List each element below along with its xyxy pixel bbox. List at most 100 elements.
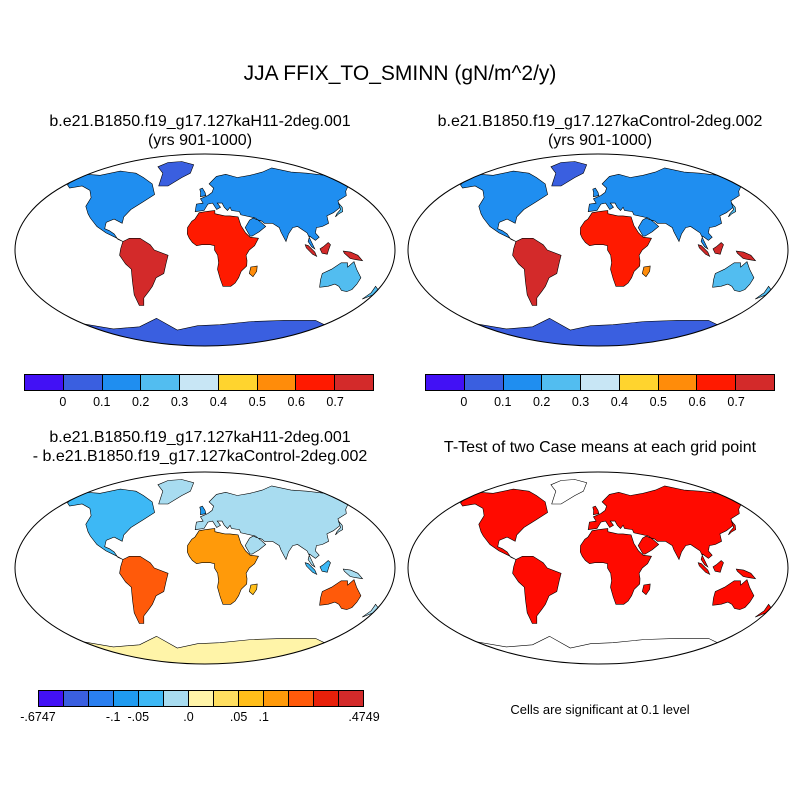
landmass-south-america xyxy=(119,556,169,624)
landmass-uk xyxy=(199,187,207,198)
landmass-borneo xyxy=(712,242,724,255)
colorbar-tick-label: 0.7 xyxy=(326,395,344,409)
landmass-japan xyxy=(335,202,344,218)
landmass-australia xyxy=(712,261,755,292)
landmass-north-america xyxy=(460,488,548,560)
landmass-borneo xyxy=(319,560,331,573)
colorbar-tick-label: 0.4 xyxy=(209,395,228,409)
colorbar-swatch xyxy=(141,375,181,390)
landmass-greenland xyxy=(550,161,588,187)
landmass-greenland xyxy=(157,479,195,505)
colorbar-swatch xyxy=(214,691,239,706)
colorbar-swatch xyxy=(314,691,339,706)
map-border xyxy=(14,153,396,347)
colorbar-tick-label: 0.5 xyxy=(248,395,267,409)
colorbar-swatch xyxy=(257,375,297,390)
panel-title-top-left: b.e21.B1850.f19_g17.127kaH11-2deg.001 (y… xyxy=(0,112,400,150)
colorbar-tick-label: 0.2 xyxy=(532,395,551,409)
landmass-south-america xyxy=(119,238,169,306)
landmass-north-america xyxy=(460,170,548,242)
landmass-sumatra xyxy=(304,244,318,258)
landmass-greenland xyxy=(157,161,195,187)
panel-title-top-right: b.e21.B1850.f19_g17.127kaControl-2deg.00… xyxy=(400,112,800,150)
map-control-case xyxy=(407,153,789,347)
colorbar-swatch xyxy=(218,375,258,390)
landmass-australia xyxy=(319,261,362,292)
panel-title-bottom-left: b.e21.B1850.f19_g17.127kaH11-2deg.001 - … xyxy=(0,428,400,466)
landmass-uk xyxy=(199,505,207,516)
colorbar-top-left xyxy=(24,374,374,391)
landmass-new-guinea xyxy=(342,250,364,262)
colorbar-swatch xyxy=(114,691,139,706)
map-border xyxy=(407,471,789,665)
landmass-borneo xyxy=(319,242,331,255)
landmass-madagascar xyxy=(248,265,258,278)
colorbar-tick-label: 0.6 xyxy=(688,395,706,409)
map-difference xyxy=(14,471,396,665)
case-name: b.e21.B1850.f19_g17.127kaH11-2deg.001 xyxy=(49,429,351,446)
case-difference-name: - b.e21.B1850.f19_g17.127kaControl-2deg.… xyxy=(32,448,368,465)
map-h11-case xyxy=(14,153,396,347)
case-name: b.e21.B1850.f19_g17.127kaControl-2deg.00… xyxy=(437,113,763,130)
landmass-north-america xyxy=(67,170,155,242)
landmass-new-guinea xyxy=(342,568,364,580)
landmass-eurasia xyxy=(194,167,349,250)
colorbar-swatch xyxy=(503,375,543,390)
colorbar-swatch xyxy=(619,375,659,390)
landmass-eurasia xyxy=(194,485,349,568)
colorbar-swatch xyxy=(239,691,264,706)
colorbar-difference xyxy=(38,690,364,707)
significance-note: Cells are significant at 0.1 level xyxy=(510,702,690,717)
landmass-australia xyxy=(319,579,362,610)
ttest-title: T-Test of two Case means at each grid po… xyxy=(443,439,757,456)
colorbar-swatch xyxy=(296,375,336,390)
landmass-new-guinea xyxy=(735,250,757,262)
landmass-madagascar xyxy=(248,583,258,596)
colorbar-swatch xyxy=(264,691,289,706)
colorbar-tick-label: 0.4 xyxy=(610,395,629,409)
landmass-africa xyxy=(186,210,259,287)
colorbar-swatch xyxy=(25,375,64,390)
colorbar-tick-label: .4749 xyxy=(348,710,380,724)
landmass-sumatra xyxy=(304,562,318,576)
colorbar-tick-label: .0 xyxy=(183,710,194,724)
landmass-sumatra xyxy=(697,562,711,576)
landmass-japan xyxy=(728,520,737,536)
colorbar-tick-label: .05 xyxy=(229,710,248,724)
landmass-madagascar xyxy=(641,583,651,596)
colorbar-swatch xyxy=(180,375,219,390)
period-label: (yrs 901-1000) xyxy=(147,132,253,149)
colorbar-tick-label: 0.2 xyxy=(131,395,150,409)
colorbar-top-right xyxy=(425,374,775,391)
colorbar-swatch xyxy=(139,691,164,706)
landmass-africa xyxy=(186,528,259,605)
colorbar-tick-label: 0 xyxy=(59,395,67,409)
landmass-uk xyxy=(592,187,600,198)
landmass-africa xyxy=(579,210,652,287)
colorbar-swatch xyxy=(63,375,103,390)
colorbar-swatch xyxy=(736,375,775,390)
main-title: JJA FFIX_TO_SMINN (gN/m^2/y) xyxy=(243,62,557,85)
colorbar-tick-label: -.05 xyxy=(127,710,150,724)
colorbar-swatch xyxy=(102,375,142,390)
colorbar-swatch xyxy=(339,691,363,706)
period-label: (yrs 901-1000) xyxy=(547,132,653,149)
landmass-africa xyxy=(579,528,652,605)
colorbar-tick-label: -.1 xyxy=(105,710,121,724)
colorbar-swatch xyxy=(335,375,374,390)
landmass-south-america xyxy=(512,238,562,306)
colorbar-swatch xyxy=(697,375,737,390)
colorbar-tick-label: 0 xyxy=(460,395,468,409)
panel-title-bottom-right: T-Test of two Case means at each grid po… xyxy=(400,438,800,457)
colorbar-swatch xyxy=(39,691,64,706)
landmass-sumatra xyxy=(697,244,711,258)
colorbar-tick-label: 0.1 xyxy=(494,395,512,409)
colorbar-swatch xyxy=(64,691,89,706)
colorbar-tick-label: 0.6 xyxy=(287,395,305,409)
colorbar-tick-label: 0.3 xyxy=(571,395,590,409)
landmass-eurasia xyxy=(587,485,742,568)
landmass-south-america xyxy=(512,556,562,624)
landmass-eurasia xyxy=(587,167,742,250)
colorbar-tick-label: 0.3 xyxy=(170,395,189,409)
colorbar-swatch xyxy=(189,691,214,706)
